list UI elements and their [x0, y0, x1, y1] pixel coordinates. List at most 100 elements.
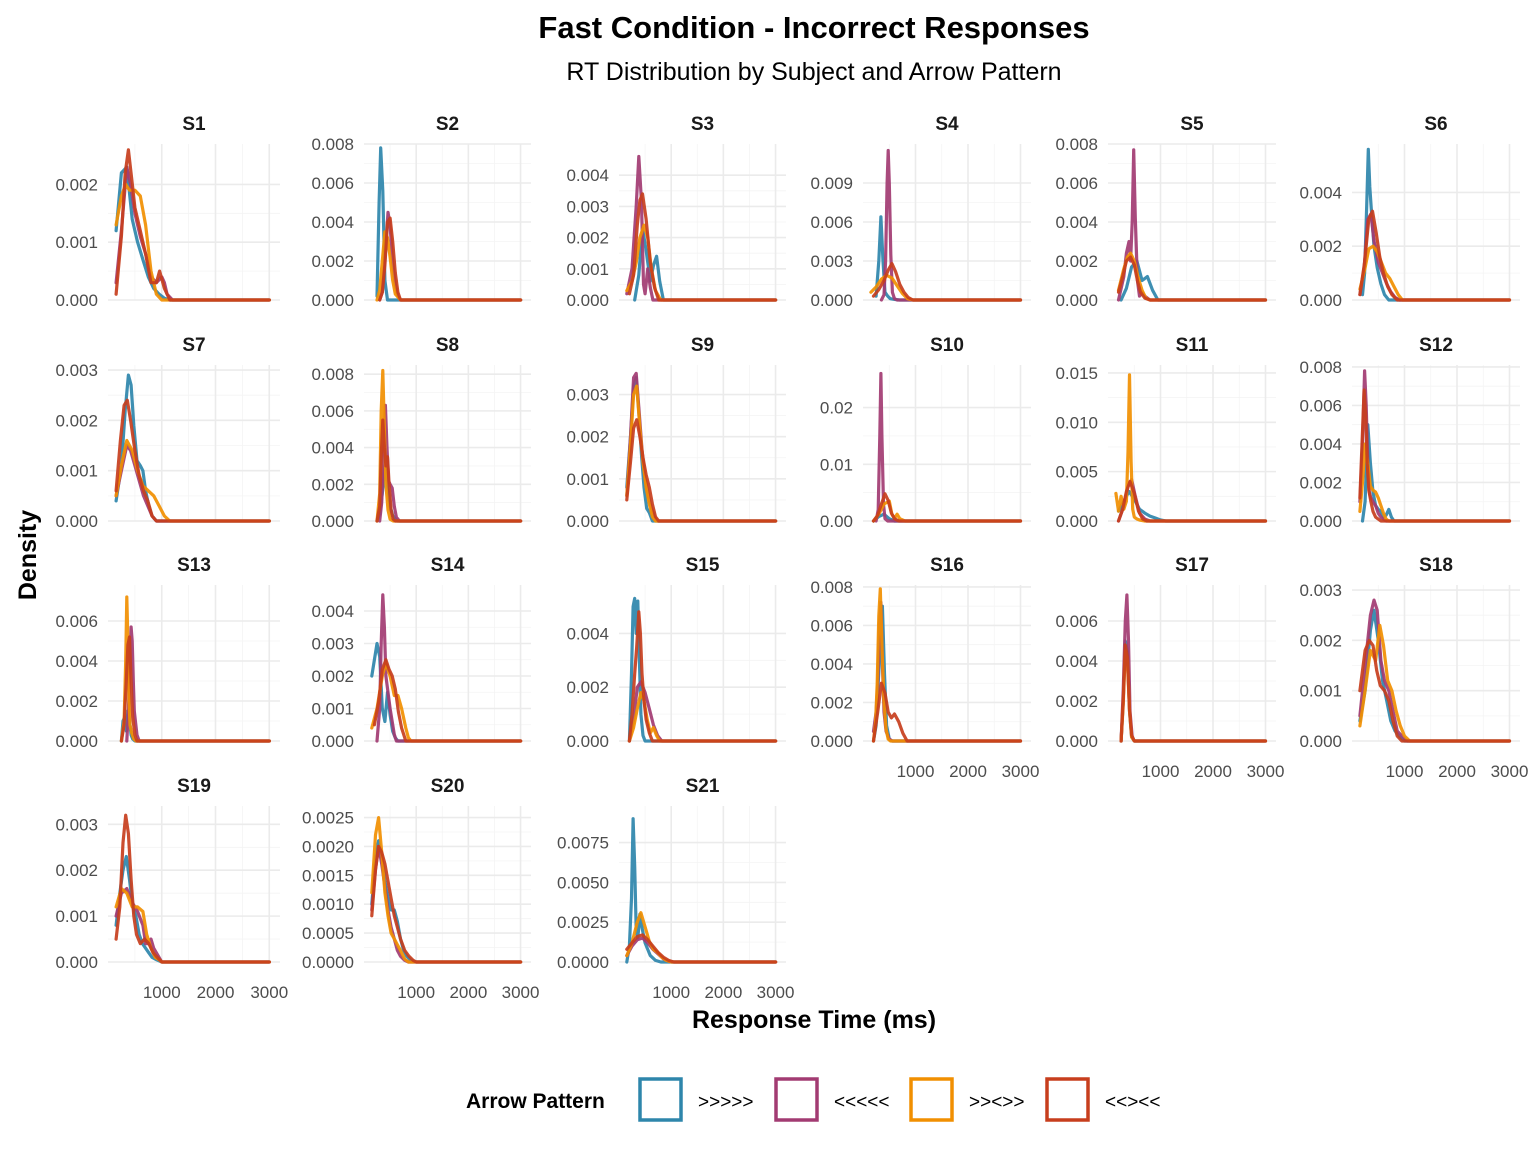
- density-line-s2: [375, 146, 523, 302]
- y-tick-label: 0.002: [1299, 473, 1342, 492]
- facet-strip-label: S18: [1419, 555, 1453, 576]
- density-line-s5: [1119, 259, 1268, 302]
- y-tick-label: 0.000: [1299, 732, 1342, 751]
- legend-label: <<><<: [1105, 1092, 1160, 1113]
- density-line-s16: [871, 600, 1023, 743]
- density-line-s17: [1119, 643, 1268, 743]
- density-line-s16: [871, 604, 1023, 743]
- y-tick-label: 0.003: [566, 197, 609, 216]
- facet-strip-label: S15: [686, 555, 720, 576]
- x-tick-label: 1000: [652, 983, 690, 1002]
- panel-s3: S3 0.000 0.001 0.002 0.003 0.004: [566, 114, 786, 310]
- facet-strip-label: S14: [431, 555, 465, 576]
- y-tick-label: 0.001: [55, 907, 98, 926]
- x-tick-label: 2000: [449, 983, 487, 1002]
- x-tick-label: 2000: [197, 983, 235, 1002]
- density-line-s12: [1358, 388, 1512, 523]
- x-tick-label: 2000: [1438, 762, 1476, 781]
- y-tick-label: 0.002: [311, 475, 354, 494]
- legend-label: >>>>>: [698, 1092, 753, 1113]
- density-line-s11: [1114, 373, 1268, 523]
- y-tick-label: 0.004: [1055, 652, 1098, 671]
- y-tick-label: 0.02: [820, 399, 853, 418]
- y-tick-label: 0.005: [1055, 463, 1098, 482]
- y-tick-label: 0.000: [1299, 512, 1342, 531]
- y-tick-label: 0.0025: [557, 913, 609, 932]
- panel-s4: S4 0.000 0.003 0.006 0.009: [810, 114, 1031, 310]
- y-tick-label: 0.004: [311, 602, 354, 621]
- density-line-s21: [625, 933, 778, 964]
- panel-s2: S2 0.000 0.002 0.004 0.006 0.008: [311, 114, 531, 310]
- y-tick-label: 0.000: [55, 291, 98, 310]
- facet-strip-label: S8: [436, 335, 459, 356]
- y-tick-label: 0.006: [1299, 396, 1342, 415]
- density-line-s1: [114, 148, 271, 302]
- y-tick-label: 0.006: [810, 616, 853, 635]
- density-line-s18: [1358, 638, 1512, 743]
- y-tick-label: 0.006: [55, 612, 98, 631]
- density-line-s8: [375, 464, 523, 523]
- panel-s8: S8 0.000 0.002 0.004 0.006 0.008: [311, 335, 531, 531]
- y-tick-label: 0.003: [55, 361, 98, 380]
- density-line-s14: [375, 593, 523, 743]
- panel-s14: S14 0.000 0.001 0.002 0.003 0.004: [311, 555, 531, 751]
- y-tick-label: 0.0000: [302, 953, 354, 972]
- y-tick-label: 0.000: [55, 953, 98, 972]
- facet-strip-label: S16: [930, 555, 964, 576]
- x-tick-label: 3000: [1491, 762, 1529, 781]
- facet-strip-label: S7: [182, 335, 205, 356]
- density-line-s1: [114, 165, 271, 302]
- density-line-s7: [114, 443, 271, 523]
- facet-strip-label: S19: [177, 776, 211, 797]
- y-tick-label: 0.001: [55, 462, 98, 481]
- x-axis-label: Response Time (ms): [692, 1006, 936, 1034]
- y-tick-label: 0.0025: [302, 809, 354, 828]
- panel-s5: S5 0.000 0.002 0.004 0.006 0.008: [1055, 114, 1276, 310]
- density-line-s19: [114, 813, 271, 964]
- density-line-s4: [879, 148, 1023, 302]
- y-axis-label: Density: [14, 510, 42, 600]
- density-line-s19: [114, 886, 271, 964]
- density-line-s5: [1116, 255, 1268, 302]
- y-tick-label: 0.008: [810, 578, 853, 597]
- y-tick-label: 0.002: [1299, 237, 1342, 256]
- y-tick-label: 0.009: [810, 174, 853, 193]
- y-tick-label: 0.006: [1055, 612, 1098, 631]
- panel-s13: S13 0.000 0.002 0.004 0.006: [55, 555, 280, 751]
- facet-strip-label: S12: [1419, 335, 1453, 356]
- y-tick-label: 0.008: [311, 135, 354, 154]
- density-line-s16: [871, 681, 1023, 743]
- y-tick-label: 0.004: [1055, 213, 1098, 232]
- y-tick-label: 0.002: [810, 693, 853, 712]
- y-tick-label: 0.000: [1055, 512, 1098, 531]
- density-line-s13: [119, 635, 271, 743]
- density-line-s13: [119, 709, 271, 743]
- facet-strip-label: S17: [1175, 555, 1209, 576]
- y-tick-label: 0.010: [1055, 413, 1098, 432]
- x-tick-label: 1000: [1142, 762, 1180, 781]
- y-tick-label: 0.006: [1055, 174, 1098, 193]
- density-line-s13: [125, 625, 271, 743]
- y-tick-label: 0.003: [566, 386, 609, 405]
- y-tick-label: 0.0075: [557, 834, 609, 853]
- y-tick-label: 0.004: [566, 624, 609, 643]
- density-line-s10: [874, 371, 1023, 523]
- y-tick-label: 0.008: [311, 365, 354, 384]
- y-tick-label: 0.00: [820, 512, 853, 531]
- x-tick-label: 3000: [1002, 762, 1040, 781]
- facet-strip-label: S11: [1176, 335, 1209, 356]
- facet-strip-label: S13: [177, 555, 211, 576]
- y-tick-label: 0.002: [311, 252, 354, 271]
- y-tick-label: 0.001: [566, 260, 609, 279]
- legend: Arrow Pattern >>>>> <<<<< >><>> <<><<: [466, 1077, 1160, 1122]
- facet-strip-label: S6: [1424, 114, 1447, 135]
- density-line-s16: [871, 587, 1023, 743]
- y-tick-label: 0.000: [810, 732, 853, 751]
- y-tick-label: 0.006: [311, 174, 354, 193]
- density-line-s2: [378, 216, 523, 302]
- panel-s7: S7 0.000 0.001 0.002 0.003: [55, 335, 280, 531]
- panel-s15: S15 0.000 0.002 0.004: [566, 555, 786, 751]
- density-line-s7: [114, 438, 271, 523]
- y-tick-label: 0.000: [1055, 732, 1098, 751]
- y-tick-label: 0.0000: [557, 953, 609, 972]
